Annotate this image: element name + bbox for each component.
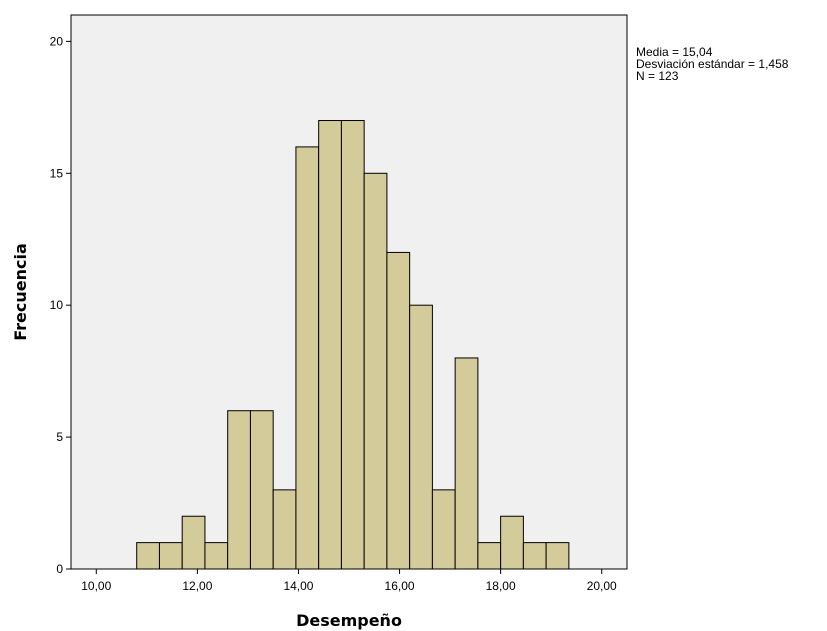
histogram-bar-19 xyxy=(545,542,570,570)
histogram-bar-17 xyxy=(500,515,524,570)
y-tick-label-2: 10 xyxy=(50,298,64,312)
histogram-bar-16 xyxy=(477,542,502,570)
y-tick-label-3: 15 xyxy=(50,166,64,180)
stat-n: N = 123 xyxy=(636,69,679,83)
y-tick-label-4: 20 xyxy=(50,34,64,48)
histogram-bar-4 xyxy=(204,542,229,570)
histogram-bar-3 xyxy=(181,515,206,570)
histogram-bar-13 xyxy=(409,304,433,570)
histogram-bar-1 xyxy=(136,542,160,570)
x-tick-label-0: 10,00 xyxy=(81,579,111,593)
histogram-bar-9 xyxy=(318,120,342,570)
stat-std: Desviación estándar = 1,458 xyxy=(636,57,789,71)
histogram-bar-7 xyxy=(272,489,297,570)
x-axis-title: Desempeño xyxy=(296,611,402,630)
stats-box: Media = 15,04 Desviación estándar = 1,45… xyxy=(636,46,788,82)
histogram-bar-5 xyxy=(227,410,251,570)
histogram-bar-10 xyxy=(340,120,365,570)
histogram-bar-2 xyxy=(158,542,183,570)
histogram-bar-12 xyxy=(386,251,411,570)
y-tick-label-1: 5 xyxy=(56,430,63,444)
x-tick-label-4: 18,00 xyxy=(486,579,516,593)
histogram-bar-15 xyxy=(454,357,479,570)
histogram-bar-6 xyxy=(249,410,274,570)
x-tick-label-1: 12,00 xyxy=(182,579,212,593)
x-tick-label-5: 20,00 xyxy=(587,579,617,593)
histogram-bar-14 xyxy=(431,489,456,570)
histogram-bar-8 xyxy=(295,146,320,570)
x-tick-label-3: 16,00 xyxy=(385,579,415,593)
y-tick-label-0: 0 xyxy=(56,562,63,576)
x-tick-label-2: 14,00 xyxy=(283,579,313,593)
histogram-bar-18 xyxy=(522,542,547,570)
histogram-bar-11 xyxy=(363,172,388,570)
stat-mean: Media = 15,04 xyxy=(636,45,713,59)
y-axis-title: Frecuencia xyxy=(11,243,30,341)
